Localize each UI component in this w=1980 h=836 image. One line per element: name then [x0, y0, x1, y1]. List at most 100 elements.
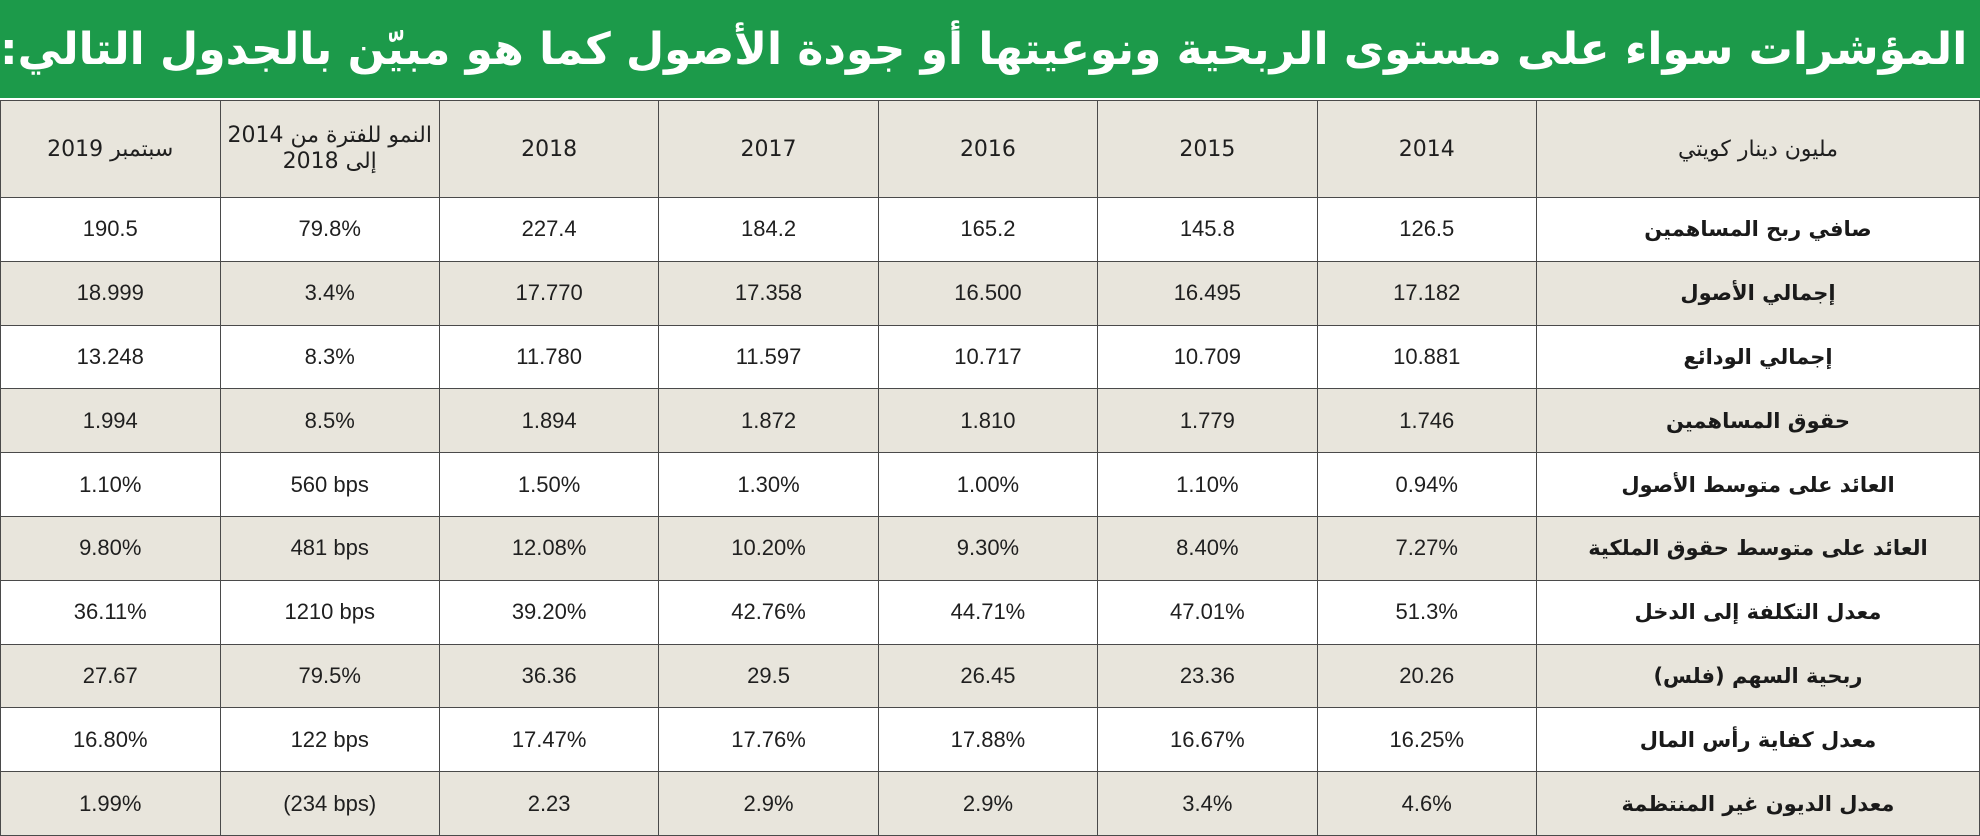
- cell-2017: 17.76%: [658, 707, 879, 773]
- cell-2016: 165.2: [877, 197, 1099, 262]
- row-label: العائد على متوسط الأصول: [1535, 452, 1980, 517]
- cell-2016: 1.00%: [877, 452, 1099, 517]
- cell-2015: 1.10%: [1097, 452, 1318, 517]
- row-label: صافي ربح المساهمين: [1535, 197, 1980, 262]
- cell-2017: 17.358: [658, 260, 879, 326]
- cell-2018: 17.47%: [438, 707, 660, 773]
- table-row: إجمالي الأصول 17.182 16.495 16.500 17.358 17.…: [0, 260, 1980, 326]
- cell-2014: 20.26: [1316, 643, 1537, 709]
- cell-2015: 3.4%: [1097, 771, 1318, 836]
- cell-growth: (234 bps): [219, 771, 440, 836]
- table-row: معدل كفاية رأس المال 16.25% 16.67% 17.88% 17…: [0, 707, 1980, 773]
- cell-2016: 2.9%: [877, 771, 1099, 836]
- cell-growth: 79.5%: [219, 643, 440, 709]
- cell-2018: 12.08%: [438, 515, 660, 581]
- cell-sep-2019: 18.999: [0, 260, 221, 326]
- cell-sep-2019: 1.99%: [0, 771, 221, 836]
- header-growth: النمو للفترة من 2014 إلى 2018: [219, 100, 440, 198]
- title-banner: المؤشرات سواء على مستوى الربحية ونوعيتها…: [0, 0, 1980, 98]
- row-label: معدل التكلفة إلى الدخل: [1535, 579, 1980, 645]
- cell-sep-2019: 16.80%: [0, 707, 221, 773]
- header-2015: 2015: [1097, 100, 1318, 198]
- cell-2016: 10.717: [877, 324, 1099, 390]
- cell-2015: 16.67%: [1097, 707, 1318, 773]
- cell-2018: 11.780: [438, 324, 660, 390]
- cell-2017: 184.2: [658, 197, 879, 262]
- cell-2017: 29.5: [658, 643, 879, 709]
- cell-2015: 1.779: [1097, 388, 1318, 454]
- cell-sep-2019: 9.80%: [0, 515, 221, 581]
- row-label: حقوق المساهمين: [1535, 388, 1980, 454]
- cell-growth: 122 bps: [219, 707, 440, 773]
- cell-sep-2019: 1.10%: [0, 452, 221, 517]
- cell-2017: 1.872: [658, 388, 879, 454]
- indicators-table: مليون دينار كويتي 2014 2015 2016 2017 20…: [0, 100, 1980, 836]
- cell-2016: 26.45: [877, 643, 1099, 709]
- cell-2015: 47.01%: [1097, 579, 1318, 645]
- cell-2016: 44.71%: [877, 579, 1099, 645]
- cell-2015: 23.36: [1097, 643, 1318, 709]
- cell-2017: 2.9%: [658, 771, 879, 836]
- cell-2018: 17.770: [438, 260, 660, 326]
- table-row: العائد على متوسط الأصول 0.94% 1.10% 1.00% 1.…: [0, 452, 1980, 517]
- cell-2016: 1.810: [877, 388, 1099, 454]
- cell-2018: 36.36: [438, 643, 660, 709]
- cell-sep-2019: 36.11%: [0, 579, 221, 645]
- cell-2015: 8.40%: [1097, 515, 1318, 581]
- table-row: ربحية السهم (فلس) 20.26 23.36 26.45 29.5 36.3…: [0, 643, 1980, 709]
- cell-growth: 3.4%: [219, 260, 440, 326]
- row-label: العائد على متوسط حقوق الملكية: [1535, 515, 1980, 581]
- cell-2014: 126.5: [1316, 197, 1537, 262]
- cell-2018: 2.23: [438, 771, 660, 836]
- header-row: مليون دينار كويتي 2014 2015 2016 2017 20…: [0, 100, 1980, 198]
- table-body: صافي ربح المساهمين 126.5 145.8 165.2 184.2 22…: [0, 197, 1980, 836]
- table-row: العائد على متوسط حقوق الملكية 7.27% 8.40% 9…: [0, 515, 1980, 581]
- row-label: معدل الديون غير المنتظمة: [1535, 771, 1980, 836]
- table-row: معدل التكلفة إلى الدخل 51.3% 47.01% 44.71% 4…: [0, 579, 1980, 645]
- cell-2014: 51.3%: [1316, 579, 1537, 645]
- banner-title: المؤشرات سواء على مستوى الربحية ونوعيتها…: [0, 23, 1968, 75]
- indicators-table-container: مليون دينار كويتي 2014 2015 2016 2017 20…: [0, 100, 1980, 836]
- header-2017: 2017: [658, 100, 879, 198]
- row-label: معدل كفاية رأس المال: [1535, 707, 1980, 773]
- cell-2016: 16.500: [877, 260, 1099, 326]
- cell-growth: 560 bps: [219, 452, 440, 517]
- cell-2017: 10.20%: [658, 515, 879, 581]
- cell-2014: 1.746: [1316, 388, 1537, 454]
- cell-2015: 145.8: [1097, 197, 1318, 262]
- cell-2016: 9.30%: [877, 515, 1099, 581]
- cell-sep-2019: 27.67: [0, 643, 221, 709]
- header-label: مليون دينار كويتي: [1535, 100, 1980, 198]
- cell-sep-2019: 1.994: [0, 388, 221, 454]
- cell-2016: 17.88%: [877, 707, 1099, 773]
- cell-2018: 1.894: [438, 388, 660, 454]
- cell-2017: 1.30%: [658, 452, 879, 517]
- table-row: معدل الديون غير المنتظمة 4.6% 3.4% 2.9% 2.9%…: [0, 771, 1980, 836]
- cell-2015: 10.709: [1097, 324, 1318, 390]
- cell-2015: 16.495: [1097, 260, 1318, 326]
- cell-2014: 0.94%: [1316, 452, 1537, 517]
- table-row: حقوق المساهمين 1.746 1.779 1.810 1.872 1.894 8…: [0, 388, 1980, 454]
- header-2016: 2016: [877, 100, 1099, 198]
- cell-growth: 481 bps: [219, 515, 440, 581]
- cell-2014: 4.6%: [1316, 771, 1537, 836]
- cell-growth: 79.8%: [219, 197, 440, 262]
- table-row: صافي ربح المساهمين 126.5 145.8 165.2 184.2 22…: [0, 197, 1980, 262]
- row-label: ربحية السهم (فلس): [1535, 643, 1980, 709]
- header-2018: 2018: [438, 100, 660, 198]
- cell-2014: 16.25%: [1316, 707, 1537, 773]
- cell-2018: 1.50%: [438, 452, 660, 517]
- cell-2017: 42.76%: [658, 579, 879, 645]
- cell-sep-2019: 190.5: [0, 197, 221, 262]
- row-label: إجمالي الودائع: [1535, 324, 1980, 390]
- cell-2014: 17.182: [1316, 260, 1537, 326]
- cell-2018: 227.4: [438, 197, 660, 262]
- header-2014: 2014: [1316, 100, 1537, 198]
- cell-sep-2019: 13.248: [0, 324, 221, 390]
- cell-2018: 39.20%: [438, 579, 660, 645]
- table-header: مليون دينار كويتي 2014 2015 2016 2017 20…: [0, 100, 1980, 198]
- cell-growth: 8.5%: [219, 388, 440, 454]
- cell-2017: 11.597: [658, 324, 879, 390]
- header-sep-2019: سبتمبر 2019: [0, 100, 221, 198]
- cell-2014: 7.27%: [1316, 515, 1537, 581]
